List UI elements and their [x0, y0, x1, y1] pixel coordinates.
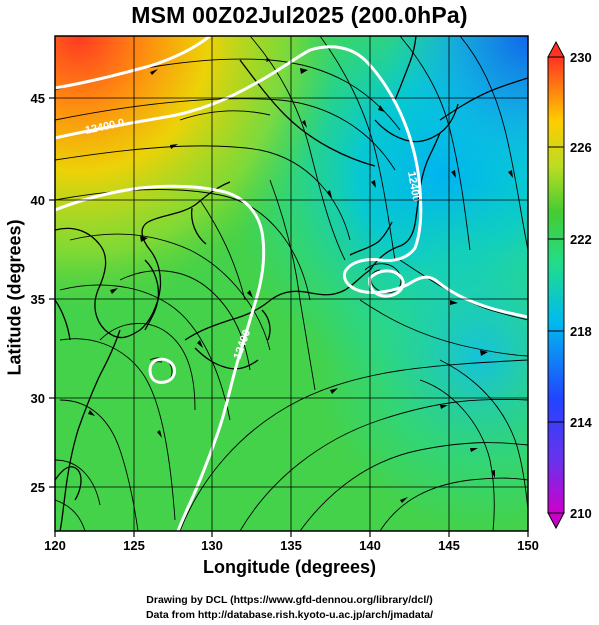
footer-credit-drawing: Drawing by DCL (https://www.gfd-dennou.o…: [146, 594, 433, 606]
colorbar: 230 226 222 218 214 210: [547, 40, 592, 530]
height-contours: [55, 36, 528, 531]
colorbar-tick-226: 226: [570, 140, 592, 155]
temperature-field: [55, 36, 528, 531]
contour-label-12400-b: 12400: [405, 170, 422, 202]
x-tick-130: 130: [201, 538, 223, 553]
streamline-arrowheads: [88, 68, 513, 503]
y-tick-40: 40: [31, 193, 45, 208]
x-tick-120: 120: [44, 538, 66, 553]
map-title: MSM 00Z02Jul2025 (200.0hPa): [131, 2, 468, 28]
y-tick-25: 25: [31, 480, 45, 495]
x-tick-125: 125: [123, 538, 145, 553]
colorbar-upper-arrow: [547, 40, 565, 58]
y-tick-35: 35: [31, 292, 45, 307]
colorbar-tick-214: 214: [570, 415, 592, 430]
colorbar-lower-arrow: [547, 512, 565, 530]
x-tick-145: 145: [438, 538, 460, 553]
colorbar-tick-210: 210: [570, 506, 592, 521]
coastlines: [55, 36, 528, 531]
gridlines: [55, 36, 528, 531]
y-tick-45: 45: [31, 91, 45, 106]
x-tick-150: 150: [517, 538, 539, 553]
tick-marks: [49, 97, 529, 537]
colorbar-body: [547, 56, 565, 514]
y-axis-title: Latitude (degrees): [4, 219, 25, 376]
x-tick-140: 140: [359, 538, 381, 553]
colorbar-tick-218: 218: [570, 324, 592, 339]
footer-credit-data: Data from http://database.rish.kyoto-u.a…: [145, 609, 434, 621]
x-tick-135: 135: [280, 538, 302, 553]
colorbar-tick-230: 230: [570, 50, 592, 65]
y-tick-30: 30: [31, 391, 45, 406]
x-axis-title: Longitude (degrees): [202, 557, 376, 577]
colorbar-tick-222: 222: [570, 232, 592, 247]
